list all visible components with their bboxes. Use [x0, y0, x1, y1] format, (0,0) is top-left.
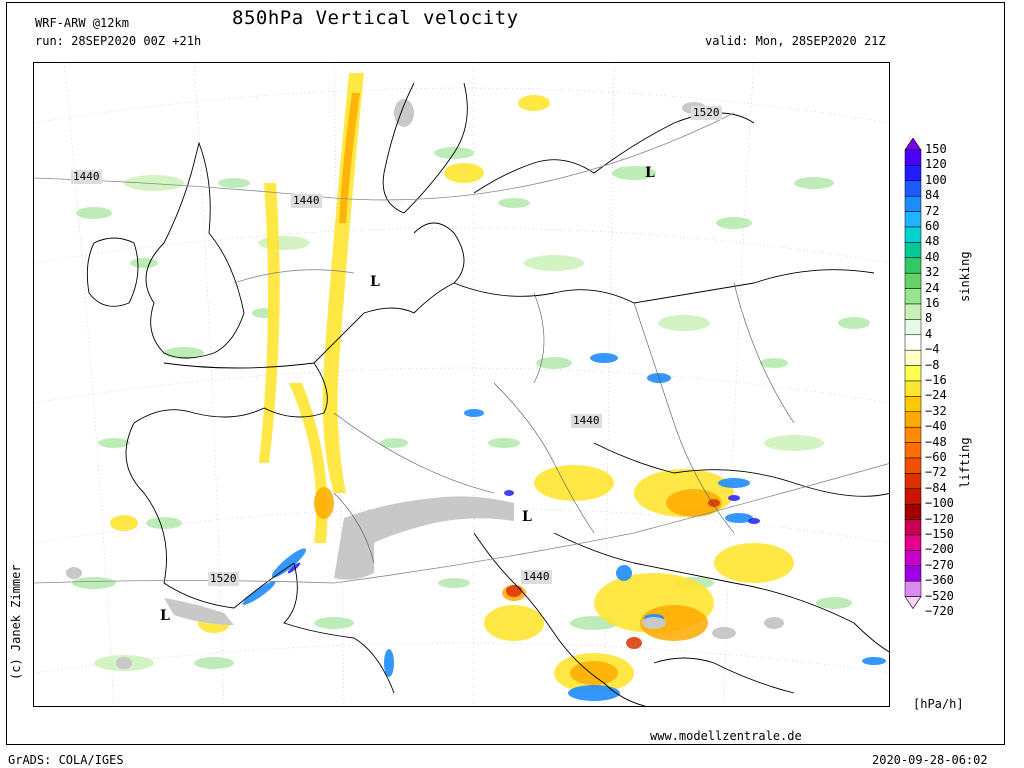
colorbar-tick-label: −4 — [925, 342, 940, 357]
isobar-label: 1440 — [291, 194, 322, 208]
colorbar-swatch — [904, 195, 922, 212]
valid-label: valid: Mon, 28SEP2020 21Z — [705, 34, 886, 48]
isobar-label: 1440 — [71, 170, 102, 184]
colorbar-swatch — [904, 272, 922, 289]
colorbar-swatch — [904, 257, 922, 274]
colorbar-swatch — [904, 288, 922, 305]
colorbar-tick-label: −720 — [925, 604, 954, 618]
colorbar-swatch — [904, 242, 922, 259]
colorbar-tick-label: −24 — [925, 388, 947, 403]
grads-label: GrADS: COLA/IGES — [8, 753, 124, 767]
colorbar-swatch — [904, 303, 922, 320]
low-pressure-marker: L — [160, 608, 170, 624]
colorbar-tick-label: −60 — [925, 450, 947, 464]
colorbar-swatch — [904, 365, 922, 382]
colorbar-swatch — [904, 580, 922, 597]
colorbar-tick-label: −32 — [925, 403, 947, 418]
website-label: www.modellzentrale.de — [650, 729, 802, 743]
colorbar-tick-label: −16 — [925, 373, 947, 387]
map-title: 850hPa Vertical velocity — [232, 7, 519, 29]
low-pressure-marker: L — [522, 509, 532, 525]
low-pressure-marker: L — [645, 165, 655, 181]
timestamp-label: 2020-09-28-06:02 — [872, 753, 988, 767]
colorbar-tick-label: 40 — [925, 249, 940, 264]
model-label: WRF-ARW @12km — [35, 16, 129, 30]
colorbar-tick-label: 24 — [925, 280, 940, 295]
colorbar-swatch — [904, 550, 922, 567]
colorbar-tick-label: −360 — [925, 573, 954, 588]
colorbar-tick-label: −200 — [925, 542, 954, 557]
colorbar-tick-label: 60 — [925, 219, 940, 233]
colorbar-swatch — [904, 165, 922, 182]
colorbar-tick-label: 16 — [925, 296, 940, 310]
colorbar-tick-label: 84 — [925, 188, 940, 203]
colorbar-tick-label: −72 — [925, 465, 947, 480]
colorbar-tick-label: 4 — [925, 326, 933, 341]
colorbar-swatch — [904, 565, 922, 582]
colorbar-tick-label: −270 — [925, 557, 954, 572]
colorbar-tick-label: −48 — [925, 434, 947, 449]
colorbar-swatch — [904, 457, 922, 474]
colorbar-tick-label: 32 — [925, 265, 940, 280]
colorbar-swatch — [904, 534, 922, 551]
colorbar-tick-label: 120 — [925, 157, 947, 172]
map-panel: 1440 1440 1520 1440 1520 1440 L L L L — [33, 62, 890, 707]
colorbar-tick-label: 8 — [925, 311, 933, 326]
author-credit: (c) Janek Zimmer — [9, 564, 23, 680]
colorbar-swatch — [904, 180, 922, 197]
colorbar-swatch — [904, 149, 922, 166]
colorbar-tick-label: −150 — [925, 527, 954, 541]
figure-frame — [6, 2, 1005, 745]
colorbar-swatch — [904, 488, 922, 505]
isobar-label: 1440 — [571, 414, 602, 428]
colorbar-tick-label: −8 — [925, 357, 940, 372]
isobar-label: 1520 — [691, 106, 722, 120]
colorbar-swatch — [904, 319, 922, 336]
colorbar-tick-label: −120 — [925, 511, 954, 526]
sinking-label: sinking — [958, 251, 972, 302]
colorbar-swatch — [904, 426, 922, 443]
colorbar-tick-label: 100 — [925, 172, 947, 187]
colorbar-swatch — [904, 503, 922, 520]
colorbar-tick-label: −84 — [925, 480, 947, 495]
low-pressure-marker: L — [370, 274, 380, 290]
colorbar-tick-label: 72 — [925, 203, 940, 218]
colorbar-tick-label: 150 — [925, 142, 947, 156]
colorbar-tick-label: 48 — [925, 234, 940, 249]
colorbar-swatch — [904, 396, 922, 413]
isobar-label: 1440 — [521, 570, 552, 584]
units-label: [hPa/h] — [913, 697, 964, 711]
colorbar-swatch — [904, 226, 922, 243]
colorbar-swatch — [904, 519, 922, 536]
colorbar-swatch — [904, 380, 922, 397]
colorbar-cap-top — [904, 138, 922, 151]
colorbar-tick-label: −100 — [925, 496, 954, 511]
colorbar-cap-bottom — [904, 596, 922, 610]
colorbar-swatch — [904, 411, 922, 428]
colorbar-swatch — [904, 442, 922, 459]
colorbar — [904, 138, 922, 610]
colorbar-tick-label: −520 — [925, 588, 954, 603]
lifting-label: lifting — [958, 437, 972, 488]
colorbar-tick-label: −40 — [925, 419, 947, 434]
colorbar-swatch — [904, 334, 922, 351]
colorbar-swatch — [904, 211, 922, 228]
colorbar-swatch — [904, 473, 922, 490]
run-label: run: 28SEP2020 00Z +21h — [35, 34, 202, 48]
isobar-label: 1520 — [208, 572, 239, 586]
colorbar-swatch — [904, 349, 922, 366]
